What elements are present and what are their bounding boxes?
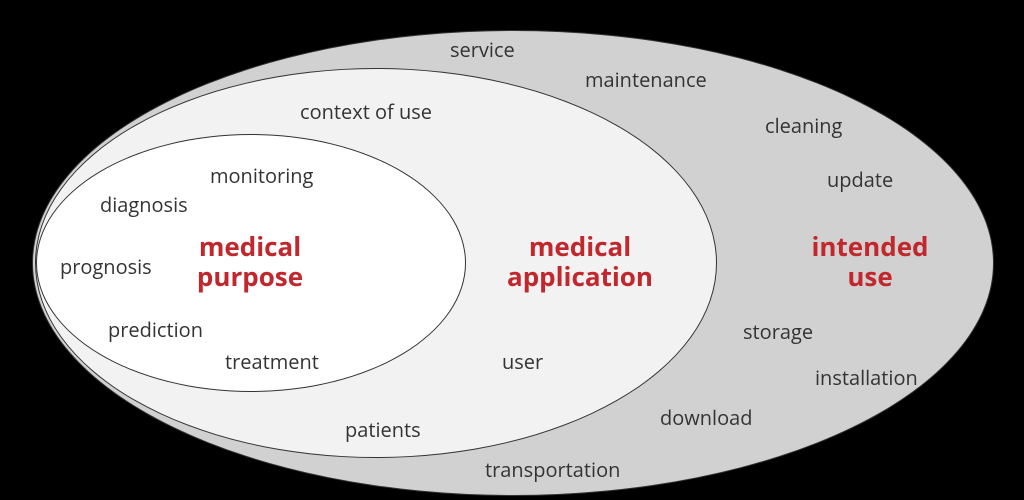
label-monitoring: monitoring <box>210 162 313 189</box>
label-user: user <box>502 348 543 375</box>
label-patients: patients <box>345 416 421 443</box>
label-installation: installation <box>815 364 918 391</box>
label-diagnosis: diagnosis <box>100 191 188 218</box>
title-line: use <box>847 258 892 294</box>
label-service: service <box>450 36 515 63</box>
title-intended-use: intended use <box>750 232 990 292</box>
label-update: update <box>827 166 893 193</box>
label-download: download <box>660 404 752 431</box>
label-storage: storage <box>743 318 813 345</box>
diagram-stage: medical purpose medical application inte… <box>0 0 1024 500</box>
label-prognosis: prognosis <box>60 253 152 280</box>
label-cleaning: cleaning <box>765 112 842 139</box>
label-maintenance: maintenance <box>585 66 707 93</box>
title-line: application <box>507 258 653 294</box>
title-medical-application: medical application <box>460 232 700 292</box>
title-medical-purpose: medical purpose <box>130 232 370 292</box>
label-context-of-use: context of use <box>300 98 432 125</box>
title-line: purpose <box>197 258 303 294</box>
label-transportation: transportation <box>485 456 620 483</box>
label-treatment: treatment <box>225 348 319 375</box>
label-prediction: prediction <box>108 316 203 343</box>
